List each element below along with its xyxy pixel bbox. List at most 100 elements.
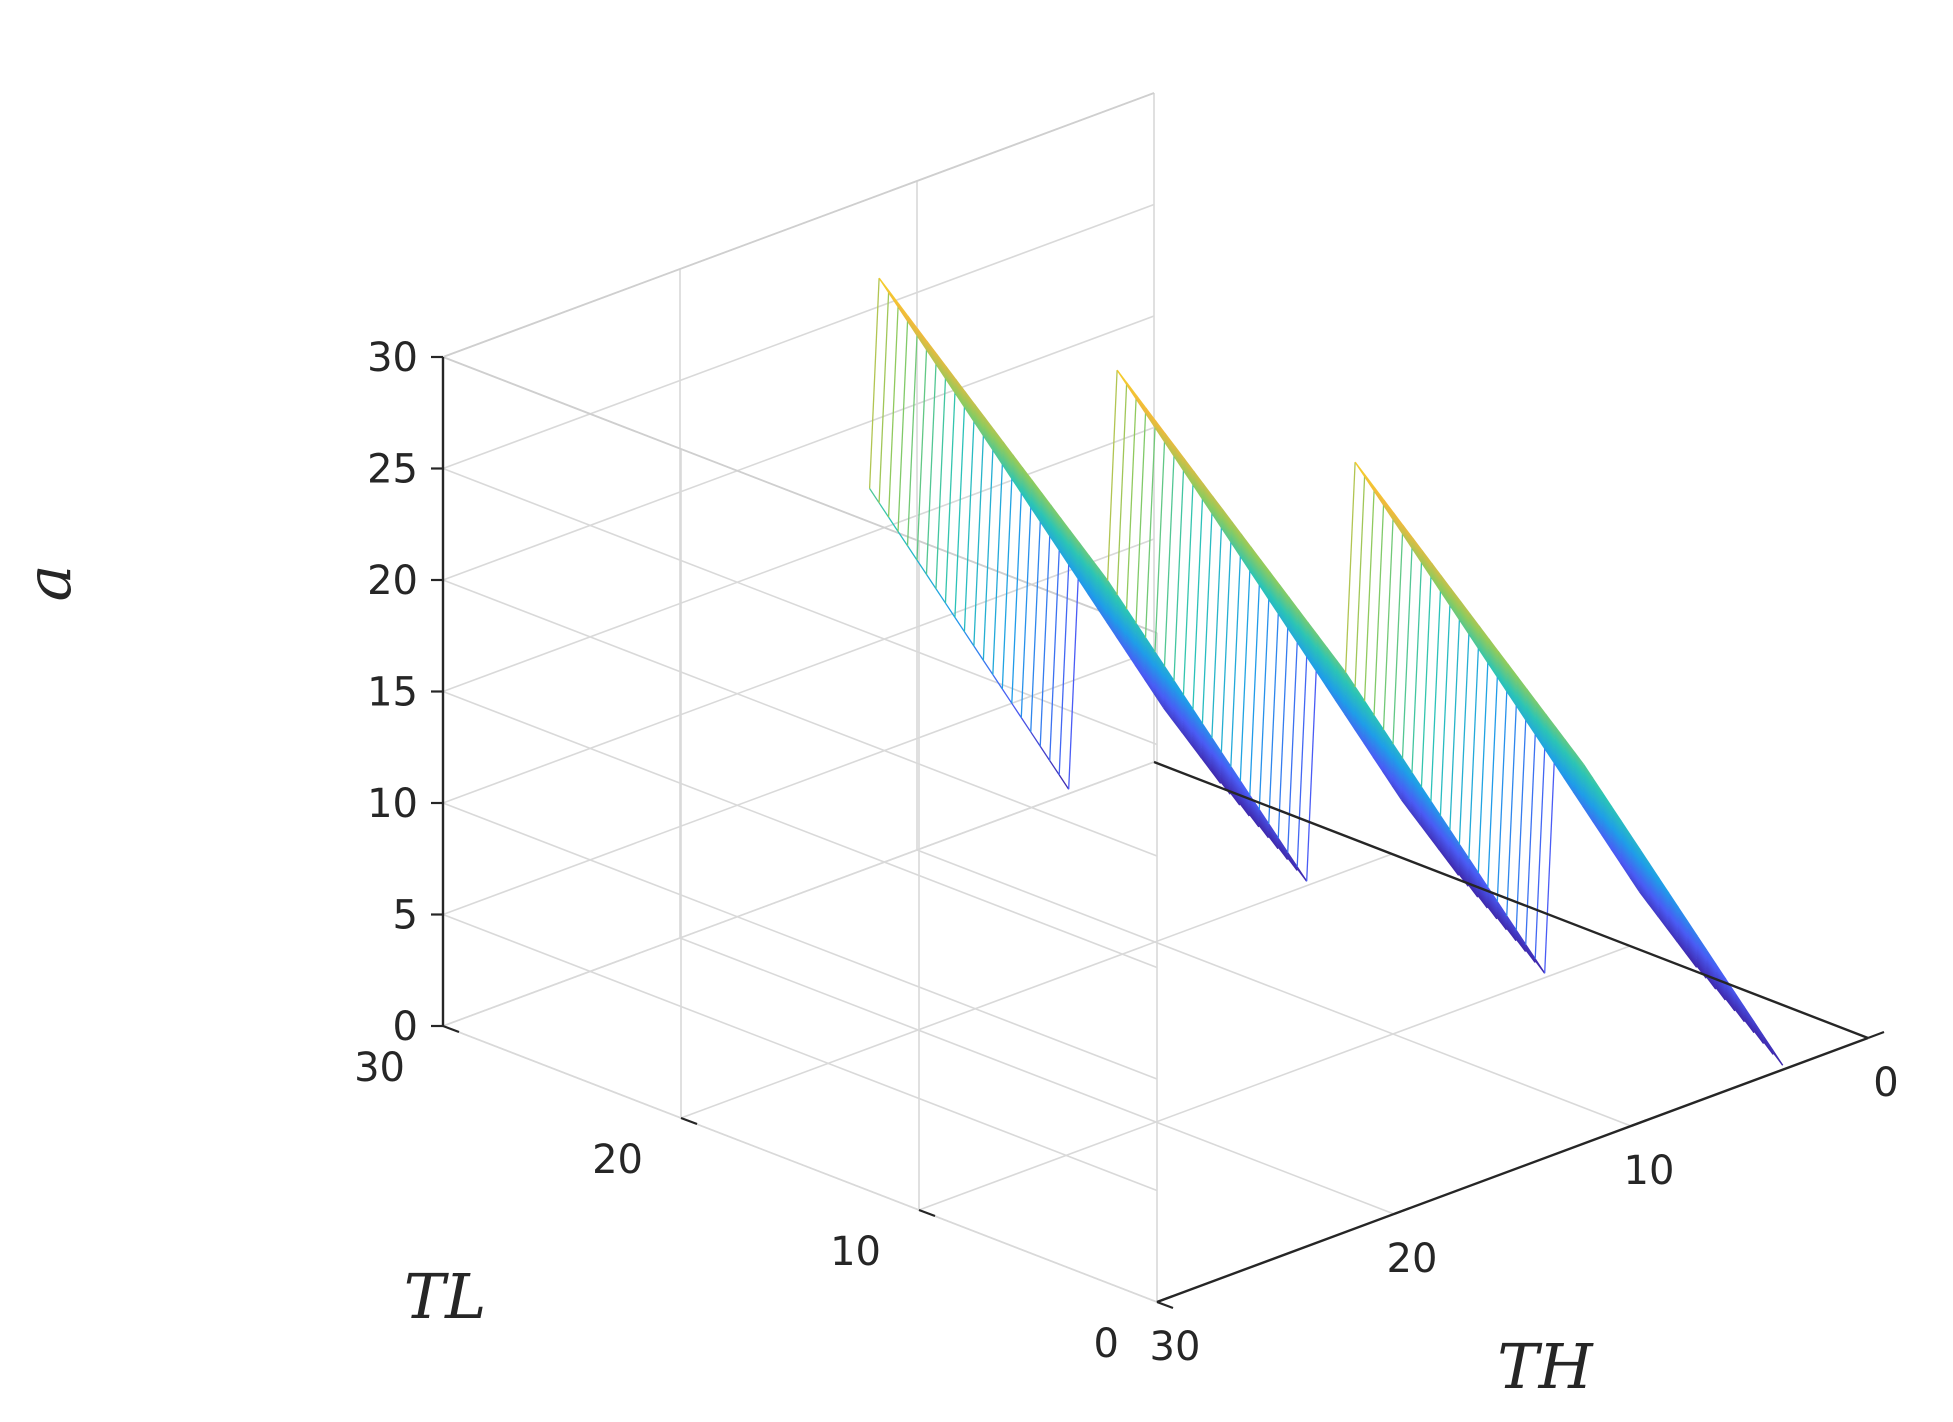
mesh-line [1687, 933, 1698, 948]
mesh-line [1163, 691, 1174, 706]
mesh-line [1639, 886, 1650, 900]
mesh-line [1496, 906, 1508, 920]
mesh-line [1563, 776, 1574, 791]
mesh-line [1335, 680, 1346, 694]
mesh-line [1268, 571, 1280, 585]
mesh-line [992, 439, 1004, 453]
mesh-line [1535, 707, 1546, 722]
mesh-line [1706, 958, 1717, 973]
mesh-line [1087, 570, 1099, 584]
mesh-line [1572, 784, 1584, 798]
mesh-line [992, 447, 1003, 462]
grid-line-y [680, 853, 1393, 1119]
mesh-line [1220, 541, 1232, 753]
mesh-line [1582, 770, 1594, 785]
mesh-line [1734, 996, 1746, 1011]
mesh-line [945, 372, 956, 387]
mesh-line [1287, 627, 1298, 641]
mesh-line [1115, 625, 1127, 639]
mesh-line [1544, 744, 1555, 759]
mesh-line [1677, 910, 1689, 925]
mesh-line [1601, 821, 1612, 836]
mesh-line [1373, 505, 1385, 716]
mesh-line [1477, 888, 1488, 902]
x-tick [1156, 1294, 1174, 1304]
mesh-line [1449, 839, 1460, 854]
mesh-line [1487, 898, 1498, 913]
mesh-line [1173, 699, 1184, 713]
mesh-line [1192, 479, 1204, 493]
mesh-line [1144, 649, 1156, 663]
mesh-line [1354, 476, 1366, 687]
mesh-line [1334, 697, 1346, 711]
mesh-line [1135, 394, 1147, 409]
mesh-line [1115, 628, 1127, 643]
mesh-line [1135, 633, 1146, 647]
mesh-line [1182, 718, 1193, 733]
mesh-line [1573, 761, 1584, 776]
mesh-line [1325, 676, 1336, 690]
mesh-line [1145, 412, 1156, 427]
mesh-line [1610, 844, 1622, 859]
mesh-line [1011, 473, 1022, 487]
mesh-line [1658, 911, 1669, 925]
mesh-line [1021, 475, 1032, 489]
mesh-line [1049, 530, 1060, 544]
mesh-line [1316, 649, 1327, 664]
mesh-line [1439, 832, 1451, 846]
mesh-line [954, 388, 966, 403]
mesh-line [878, 277, 890, 292]
mesh-line [1544, 718, 1556, 733]
mesh-line [935, 356, 947, 371]
grid-line-x [916, 849, 1632, 1127]
mesh-line [1715, 981, 1726, 996]
mesh-line [1344, 699, 1355, 714]
mesh-line [1249, 584, 1260, 796]
mesh-line [1182, 469, 1194, 484]
mesh-line [1525, 705, 1537, 720]
mesh-line [1477, 646, 1489, 660]
mesh-line [1144, 661, 1155, 675]
mesh-line [1430, 562, 1442, 576]
mesh-line [1601, 811, 1613, 826]
mesh-line [1630, 852, 1641, 867]
mesh-line [1591, 816, 1603, 830]
mesh-line [1211, 527, 1223, 739]
mesh-line [1515, 935, 1527, 949]
mesh-line [1468, 863, 1479, 877]
mesh-line [1506, 682, 1518, 696]
mesh-line [1715, 986, 1726, 1001]
mesh-line [1135, 631, 1146, 646]
mesh-line [1306, 640, 1318, 655]
mesh-line [1620, 823, 1632, 837]
mesh-line [1658, 899, 1669, 913]
mesh-line [1258, 577, 1270, 592]
mesh-line [1430, 811, 1441, 825]
mesh-line [973, 645, 984, 661]
mesh-line [1420, 810, 1431, 825]
mesh-line [1601, 823, 1612, 838]
mesh-line [1477, 662, 1489, 874]
mesh-line [916, 333, 928, 347]
mesh-line [1230, 776, 1241, 790]
mesh-line [1297, 628, 1308, 642]
mesh-line [1087, 592, 1098, 607]
mesh-line [1268, 588, 1280, 602]
mesh-line [1182, 704, 1194, 719]
mesh-line [1649, 869, 1660, 883]
mesh-line [1468, 631, 1479, 646]
mesh-line [1182, 727, 1193, 741]
mesh-line [1468, 616, 1480, 630]
mesh-line [1116, 604, 1127, 619]
mesh-line [1486, 900, 1498, 915]
mesh-line [1468, 623, 1480, 637]
mesh-line [1668, 896, 1679, 910]
mesh-line [1334, 692, 1346, 706]
mesh-line [1448, 860, 1460, 874]
mesh-line [1039, 514, 1051, 528]
mesh-line [1468, 612, 1480, 627]
mesh-line [1192, 722, 1203, 737]
mesh-line [1325, 677, 1336, 692]
mesh-line [1096, 603, 1108, 618]
mesh-line [1430, 576, 1441, 590]
